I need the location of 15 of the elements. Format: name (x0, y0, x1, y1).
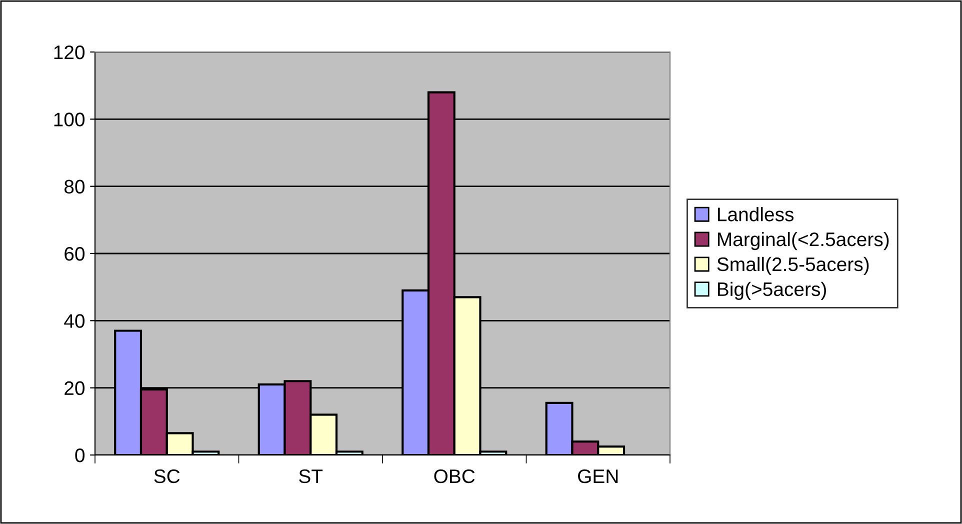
y-tick-label: 0 (75, 448, 85, 462)
x-tick-label: GEN (578, 469, 618, 484)
y-tick-label: 100 (54, 112, 85, 126)
y-tick-label: 60 (64, 246, 85, 261)
x-tick-label: SC (154, 469, 180, 484)
legend-label: Landless (718, 207, 794, 222)
y-tick-label: 40 (64, 314, 85, 328)
legend-label: Big(>5acers) (718, 282, 826, 300)
y-tick-label: 20 (64, 381, 85, 396)
x-tick-label: ST (299, 469, 323, 484)
y-tick-label: 80 (64, 180, 85, 194)
legend-label: Small(2.5-5acers) (717, 256, 869, 276)
x-tick-label: OBC (434, 469, 475, 484)
legend-label: Marginal(<2.5acers) (718, 232, 889, 250)
y-tick-label: 120 (54, 45, 85, 60)
